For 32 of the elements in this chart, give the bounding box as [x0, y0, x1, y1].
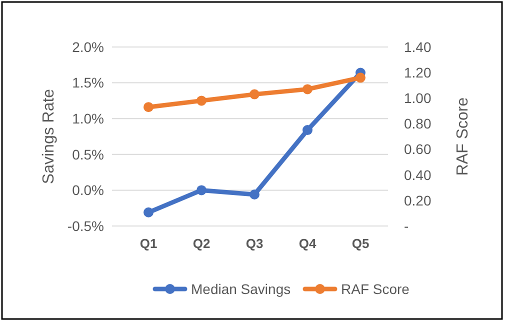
- y2-tick-label: 0.20: [404, 192, 432, 208]
- y2-tick-label: 1.20: [404, 64, 432, 80]
- y2-tick-label: 0.80: [404, 116, 432, 132]
- point: [196, 96, 206, 106]
- x-tick-label: Q5: [352, 236, 370, 251]
- y2-axis-title: RAF Score: [454, 97, 472, 176]
- y2-tick-label: 0.60: [404, 141, 432, 158]
- y-axis-title: Savings Rate: [40, 88, 58, 184]
- y-tick-label: 0.0%: [72, 182, 104, 198]
- y2-tick-label: 0.40: [404, 166, 432, 183]
- y-tick-label: 1.0%: [72, 110, 104, 126]
- point: [196, 185, 206, 196]
- x-tick-label: Q3: [246, 236, 264, 251]
- y-tick-label: -0.5%: [67, 218, 104, 234]
- x-tick-label: Q2: [192, 236, 210, 251]
- x-tick-label: Q4: [298, 236, 317, 251]
- y-tick-label: 0.5%: [72, 146, 104, 162]
- point: [144, 207, 154, 218]
- point: [144, 102, 154, 112]
- y2-tick-label: 1.00: [404, 90, 432, 106]
- point: [356, 72, 366, 83]
- y-tick-label: 1.5%: [72, 74, 104, 91]
- y2-tick-label: 1.40: [404, 38, 432, 55]
- x-tick-label: Q1: [140, 236, 158, 251]
- y2-tick-label: -: [404, 218, 409, 234]
- point: [302, 125, 312, 136]
- y-tick-label: 2.0%: [72, 38, 104, 55]
- legend-label: RAF Score: [341, 280, 410, 297]
- point: [302, 84, 312, 94]
- point: [250, 89, 260, 100]
- point: [250, 189, 260, 200]
- legend-label: Median Savings: [191, 280, 291, 297]
